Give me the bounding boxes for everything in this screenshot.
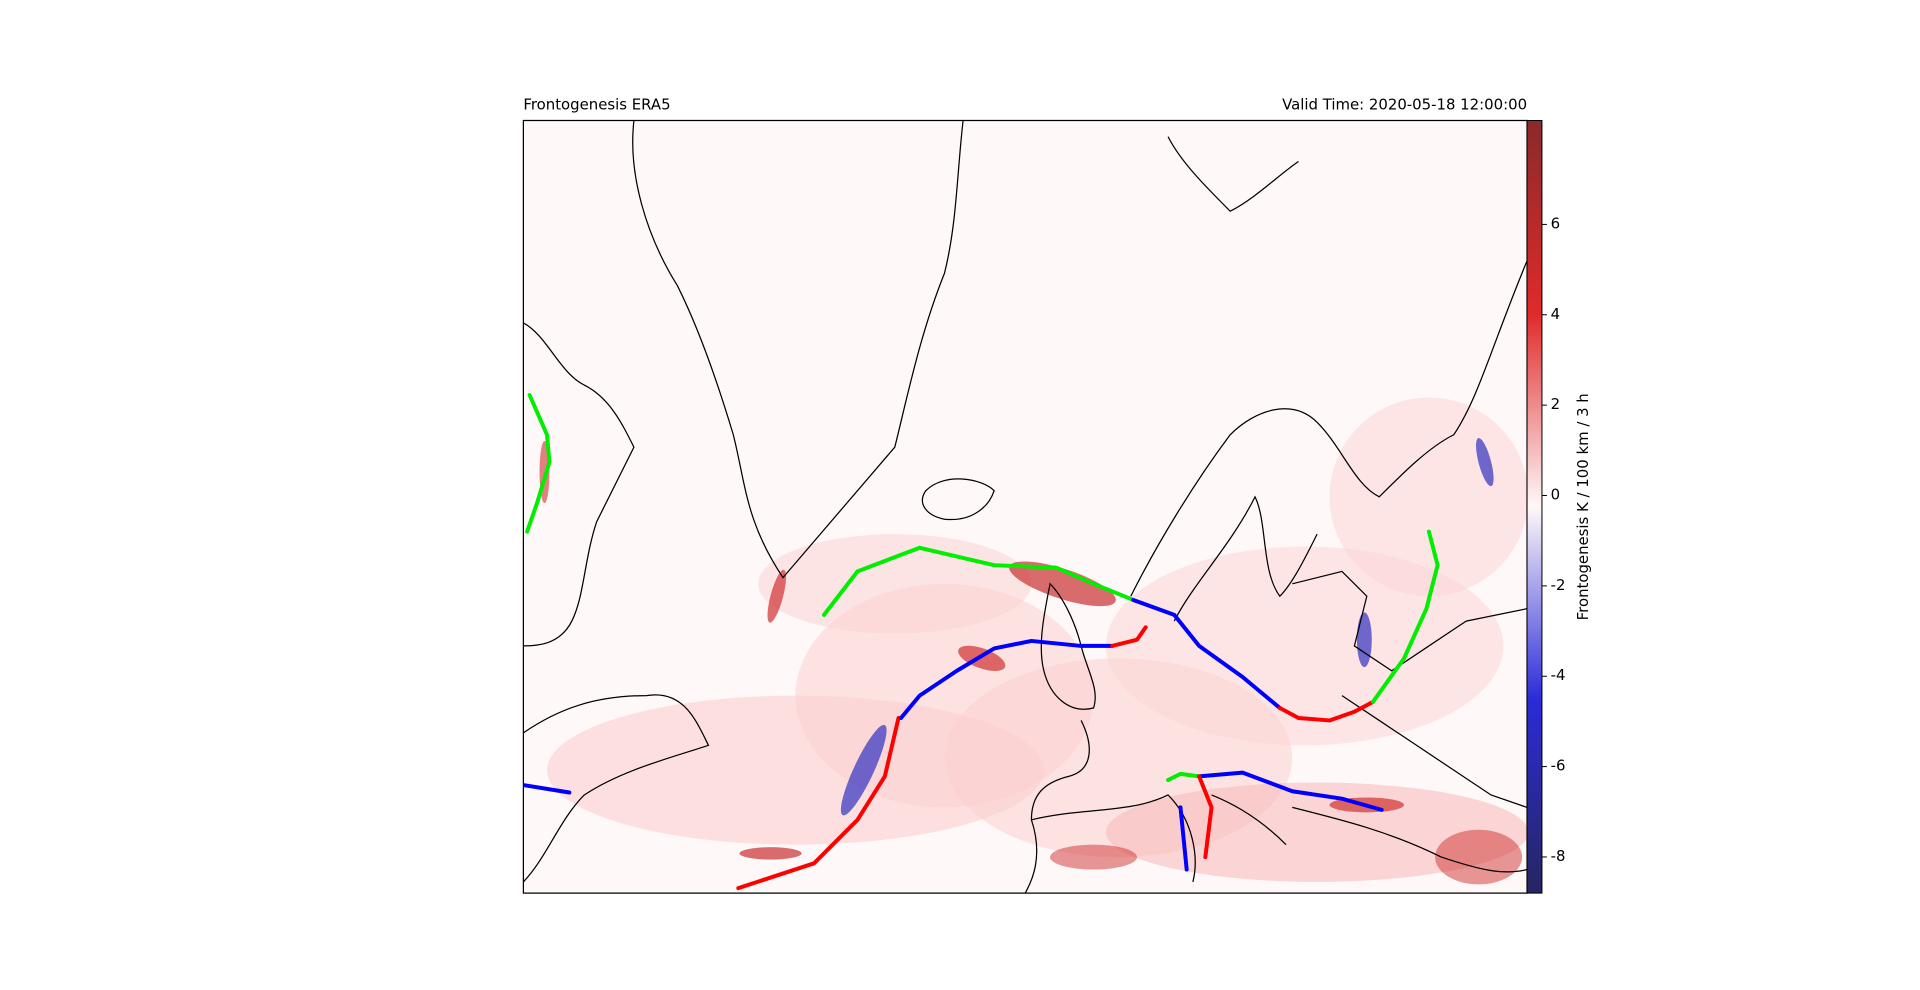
- cold-front: [899, 638, 1115, 720]
- colorbar-tick-label: 2: [1551, 395, 1560, 413]
- map: [523, 120, 1528, 894]
- colorbar-tick-label: 4: [1551, 305, 1560, 323]
- cold-front: [1178, 805, 1189, 872]
- warm-front: [736, 715, 901, 891]
- cold-front: [1197, 770, 1384, 812]
- warm-front: [1277, 699, 1376, 723]
- colorbar-tick-label: -2: [1551, 576, 1566, 594]
- occluded-front: [1166, 771, 1202, 783]
- cold-front: [523, 783, 572, 795]
- warm-front: [1110, 625, 1148, 648]
- valid-time: Valid Time: 2020-05-18 12:00:00: [1282, 96, 1527, 114]
- coastlines: [523, 120, 1528, 894]
- occluded-front: [525, 393, 552, 534]
- map-title: Frontogenesis ERA5: [523, 96, 670, 114]
- occluded-front: [821, 545, 1136, 617]
- colorbar-label: Frontogenesis K / 100 km / 3 h: [1574, 393, 1592, 620]
- colorbar-tick-label: -6: [1551, 757, 1566, 775]
- colorbar: [1526, 119, 1543, 894]
- occluded-front: [1371, 529, 1440, 704]
- colorbar-tick-label: -8: [1551, 847, 1566, 865]
- warm-front: [1197, 774, 1214, 860]
- colorbar-tick-label: 6: [1551, 214, 1560, 232]
- cold-front: [1131, 597, 1282, 711]
- fronts: [523, 393, 1440, 891]
- colorbar-tick-label: 0: [1551, 486, 1560, 504]
- colorbar-tick-label: -4: [1551, 666, 1566, 684]
